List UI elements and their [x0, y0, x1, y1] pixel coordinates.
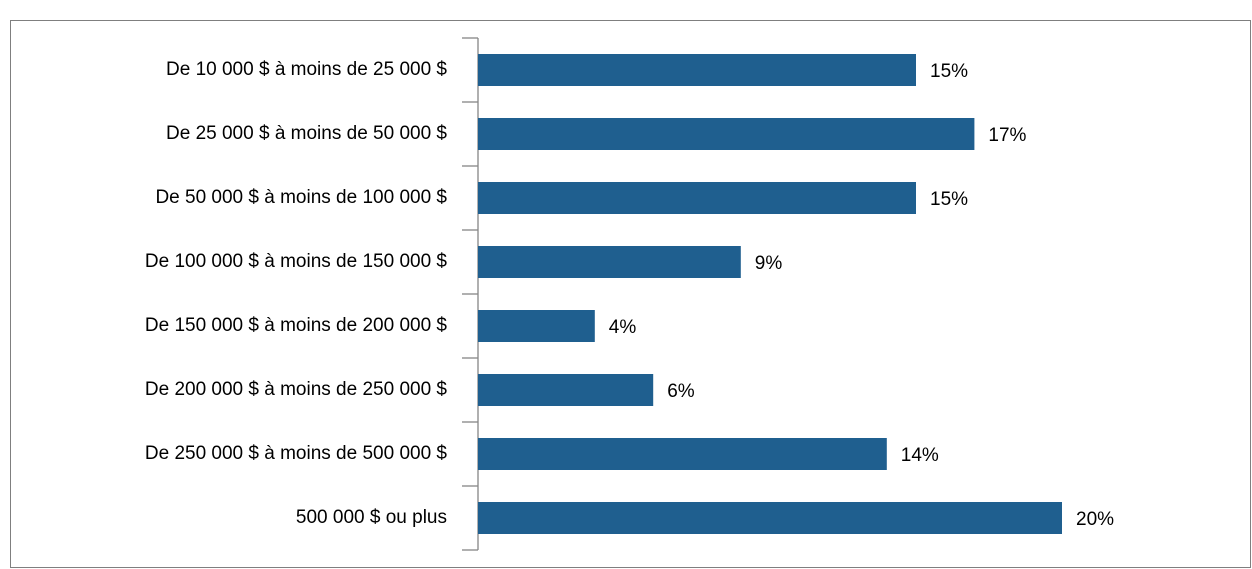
data-label: 6% [667, 381, 695, 402]
data-label: 20% [1076, 509, 1114, 530]
y-tick-label: De 150 000 $ à moins de 200 000 $ [145, 315, 448, 336]
y-tick-label: De 50 000 $ à moins de 100 000 $ [155, 187, 447, 208]
y-tick-label: De 100 000 $ à moins de 150 000 $ [145, 251, 448, 272]
bar [478, 502, 1062, 534]
bar [478, 246, 741, 278]
data-label: 17% [988, 125, 1026, 146]
y-tick-label: 500 000 $ ou plus [296, 507, 447, 528]
data-label: 15% [930, 61, 968, 82]
data-label: 4% [609, 317, 637, 338]
data-label: 15% [930, 189, 968, 210]
y-tick-label: De 200 000 $ à moins de 250 000 $ [145, 379, 448, 400]
bar [478, 182, 916, 214]
data-label: 9% [755, 253, 783, 274]
data-label: 14% [901, 445, 939, 466]
bar [478, 310, 595, 342]
y-tick-label: De 250 000 $ à moins de 500 000 $ [145, 443, 448, 464]
bar [478, 54, 916, 86]
y-tick-label: De 25 000 $ à moins de 50 000 $ [166, 123, 447, 144]
chart-frame [10, 20, 1251, 568]
y-tick-label: De 10 000 $ à moins de 25 000 $ [166, 59, 447, 80]
bar [478, 118, 975, 150]
bar [478, 438, 887, 470]
bar [478, 374, 654, 406]
